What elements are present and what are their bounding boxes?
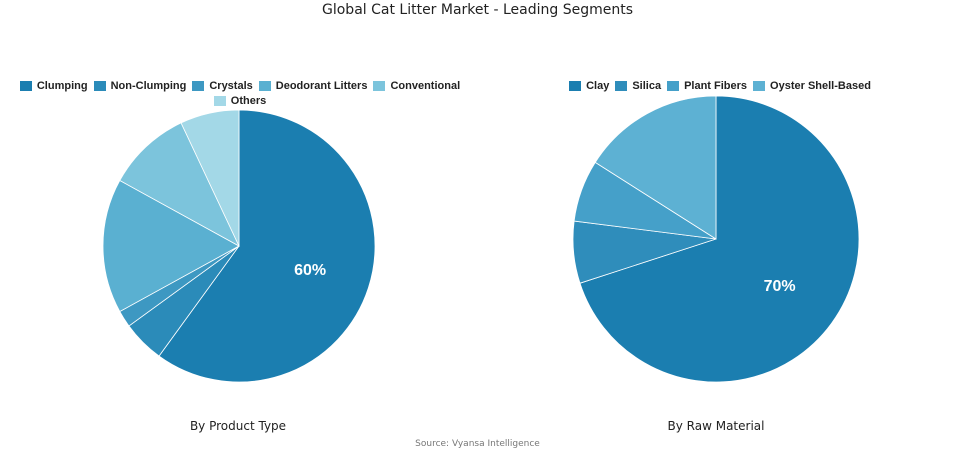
legend-label: Oyster Shell-Based — [770, 80, 871, 92]
legend-label: Clumping — [36, 80, 88, 92]
pie-data-label: 70% — [764, 278, 796, 295]
legend-swatch — [19, 81, 32, 91]
legend-swatch — [753, 81, 766, 91]
legend-label: Deodorant Litters — [275, 80, 368, 92]
legend-label: Plant Fibers — [684, 80, 748, 92]
legend-swatch — [569, 81, 582, 91]
legend-label: Non-Clumping — [110, 80, 187, 92]
legend-label: Crystals — [209, 80, 253, 92]
legend-swatch — [192, 81, 205, 91]
legend-raw-material: Clay Silica Plant Fibers Oyster Shell-Based — [520, 80, 920, 92]
caption-product-type: By Product Type — [189, 419, 287, 433]
pie-data-label: 60% — [294, 262, 326, 279]
legend-swatch — [258, 81, 271, 91]
pie-slice-others — [180, 109, 240, 247]
legend-item: Conventional — [373, 80, 460, 92]
legend-swatch — [93, 81, 106, 91]
pie-slice-deodorant-litters — [102, 179, 240, 313]
legend-label: Clay — [586, 80, 610, 92]
legend-label: Others — [230, 95, 267, 107]
legend-item: Oyster Shell-Based — [753, 80, 871, 92]
legend-item: Plant Fibers — [667, 80, 747, 92]
pie-slice-clay — [579, 95, 860, 383]
legend-item: Silica — [615, 80, 661, 92]
caption-raw-material: By Raw Material — [667, 419, 765, 433]
legend-label: Conventional — [390, 80, 461, 92]
legend-item: Crystals — [192, 80, 253, 92]
legend-item: Clay — [569, 80, 609, 92]
pie-slice-conventional — [119, 122, 240, 247]
legend-swatch — [615, 81, 628, 91]
legend-item: Deodorant Litters — [258, 80, 368, 92]
legend-item: Others — [213, 95, 267, 107]
legend-swatch — [213, 96, 226, 106]
legend-item: Clumping — [19, 80, 88, 92]
legend-swatch — [373, 81, 386, 91]
pie-slice-oyster-shell-based — [594, 95, 717, 240]
chart-title: Global Cat Litter Market - Leading Segme… — [322, 2, 633, 18]
legend-product-type: Clumping Non-Clumping Crystals Deodorant Li… — [10, 80, 470, 107]
pie-slice-clumping — [158, 109, 376, 383]
legend-label: Silica — [632, 80, 662, 92]
legend-item: Non-Clumping — [93, 80, 187, 92]
legend-swatch — [667, 81, 680, 91]
source-note: Source: Vyansa Intelligence — [415, 439, 540, 449]
